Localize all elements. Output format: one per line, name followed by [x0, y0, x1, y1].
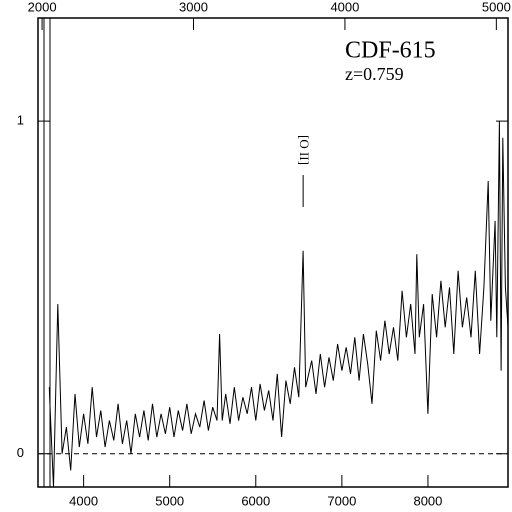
x2-tick-label: 2000 — [28, 0, 57, 14]
x2-tick-label: 3000 — [179, 0, 208, 14]
spectrum — [49, 121, 508, 487]
x-tick-label: 5000 — [155, 493, 184, 508]
plot-frame — [37, 17, 509, 488]
x2-tick-label: 5000 — [482, 0, 511, 14]
redshift: z=0.759 — [345, 64, 404, 84]
x-tick-label: 4000 — [69, 493, 98, 508]
x-tick-label: 7000 — [327, 493, 356, 508]
object-name: CDF-615 — [345, 38, 436, 64]
line-label: [O II] — [297, 135, 312, 165]
x-tick-label: 6000 — [241, 493, 270, 508]
x-tick-label: 8000 — [413, 493, 442, 508]
x2-tick-label: 4000 — [330, 0, 359, 14]
y-tick-label: 0 — [17, 445, 24, 460]
y-tick-label: 1 — [17, 113, 24, 128]
